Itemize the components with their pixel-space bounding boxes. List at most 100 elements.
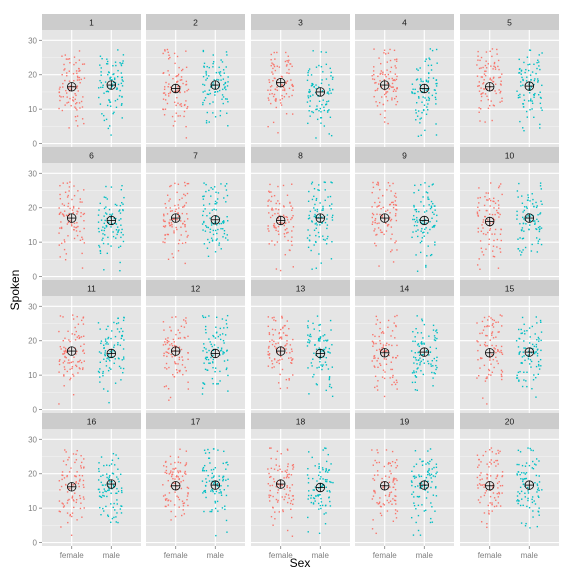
data-point [386,61,388,63]
data-point [371,216,373,219]
data-point [227,125,229,127]
data-point [184,224,186,226]
data-point [173,230,175,232]
data-point [72,212,74,214]
data-point [207,226,210,229]
data-point [429,58,431,61]
data-point [164,338,167,340]
data-point [72,453,75,455]
data-point [102,491,104,494]
data-point [284,470,287,472]
data-point [269,489,271,492]
data-point [80,215,82,218]
data-point [541,84,543,87]
panel-background [146,163,245,280]
data-point [67,87,70,89]
data-point [327,100,330,102]
data-point [291,244,293,246]
data-point [501,375,503,378]
data-point [272,495,274,498]
data-point [167,388,170,390]
data-point [484,380,487,382]
data-point [386,91,389,93]
data-point [329,352,331,354]
data-point [487,219,489,221]
data-point [322,209,324,211]
data-point [201,315,204,317]
data-point [209,228,212,230]
data-point [519,93,521,96]
data-point [479,120,481,122]
data-point [477,466,479,468]
data-point [227,464,229,466]
data-point [286,320,288,322]
data-point [325,469,327,471]
data-point [307,339,310,341]
data-point [176,81,178,83]
data-point [203,62,206,65]
data-point [177,329,179,331]
data-point [288,378,290,380]
data-point [72,314,74,316]
data-point [227,76,229,78]
data-point [320,111,322,113]
data-point [538,338,540,340]
data-point [395,103,397,106]
data-point [206,77,208,80]
data-point [521,251,523,253]
data-point [291,207,294,209]
data-point [525,80,528,82]
data-point [417,514,420,517]
data-point [174,182,176,185]
data-point [122,60,124,62]
data-point [378,204,380,207]
data-point [216,316,218,318]
data-point [210,224,213,226]
points-female [476,182,503,270]
data-point [519,120,521,123]
data-point [169,326,171,328]
data-point [120,64,123,67]
data-point [425,487,428,489]
data-point [500,373,503,376]
data-point [286,475,288,478]
data-point [73,500,75,502]
data-point [223,230,226,232]
data-point [204,357,207,359]
data-point [267,468,269,470]
data-point [420,370,422,372]
facet-strip [146,14,245,30]
data-point [486,463,488,465]
data-point [414,450,417,452]
data-point [122,234,124,236]
data-point [206,356,209,359]
data-point [273,468,276,470]
facet-panel-11: 11 [42,280,141,413]
points-female [371,449,399,535]
data-point [422,358,424,361]
data-point [285,477,288,479]
data-point [222,462,224,465]
data-point [174,461,176,464]
points-male [411,182,438,272]
data-point [324,239,326,241]
data-point [391,376,394,379]
data-point [396,88,398,90]
data-point [534,223,536,225]
data-point [373,355,376,357]
data-point [269,484,271,487]
data-point [485,51,488,53]
data-point [520,490,523,493]
data-point [75,70,78,72]
data-point [210,86,212,88]
data-point [105,360,108,362]
data-point [211,472,213,475]
data-point [164,225,167,227]
data-point [495,321,497,324]
data-point [64,356,66,358]
data-point [396,58,398,60]
data-point [117,478,119,480]
facet-panel-19: 19 [355,413,454,546]
data-point [531,343,534,346]
